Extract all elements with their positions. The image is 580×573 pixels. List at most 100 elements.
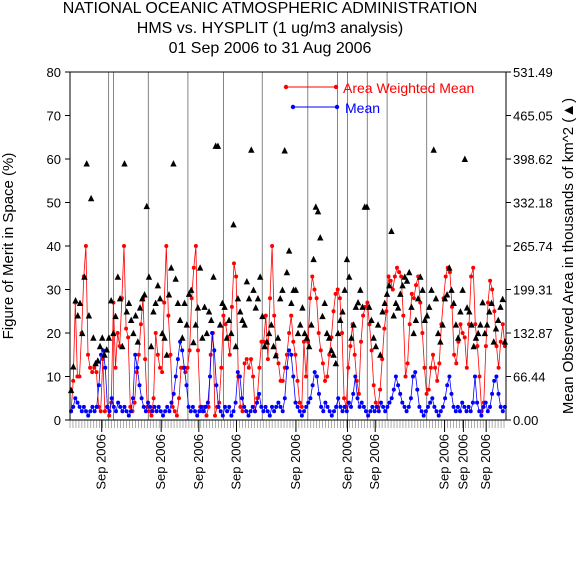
area-triangle-point	[274, 334, 282, 341]
data-point	[90, 404, 95, 409]
chart-title: NATIONAL OCEANIC ATMOSPHERIC ADMINISTRAT…	[63, 0, 478, 57]
data-point	[366, 413, 371, 418]
data-point	[141, 404, 146, 409]
data-point	[496, 391, 501, 396]
data-point	[406, 404, 411, 409]
data-point	[77, 374, 82, 379]
data-point	[143, 409, 148, 414]
data-point	[498, 404, 503, 409]
area-triangle-point	[234, 295, 242, 302]
data-point	[223, 322, 228, 327]
data-point	[265, 409, 270, 414]
area-triangle-point	[154, 281, 162, 289]
data-point	[274, 404, 279, 409]
data-point	[196, 348, 200, 353]
data-point	[398, 391, 403, 396]
data-point	[310, 383, 315, 388]
area-triangle-point	[208, 316, 215, 324]
data-point	[171, 391, 176, 396]
data-point	[490, 287, 495, 292]
data-point	[244, 357, 249, 362]
data-point	[357, 404, 362, 409]
data-point	[158, 365, 162, 370]
data-point	[177, 396, 181, 401]
data-point	[441, 404, 445, 409]
area-triangle-point	[221, 303, 228, 310]
data-point	[94, 370, 99, 375]
data-point	[436, 413, 441, 418]
data-point	[314, 374, 319, 379]
x-tick-label: Sep 2006	[339, 434, 354, 490]
area-triangle-point	[454, 334, 462, 341]
data-point	[111, 404, 116, 409]
area-triangle-point	[134, 338, 142, 345]
data-point	[131, 396, 135, 401]
area-triangle-point	[354, 298, 362, 306]
area-triangle-point	[321, 299, 328, 306]
data-point	[197, 409, 202, 414]
area-triangle-point	[241, 321, 248, 328]
data-point	[96, 383, 101, 388]
data-point	[155, 352, 160, 357]
x-tick-label: Sep 2006	[478, 434, 493, 490]
area-triangle-point	[379, 308, 386, 315]
area-triangle-point	[121, 160, 128, 167]
area-triangle-point	[463, 304, 471, 311]
data-point	[135, 365, 140, 370]
data-point	[458, 409, 462, 414]
area-triangle-point	[79, 329, 86, 337]
area-triangle-point	[252, 304, 259, 311]
data-point	[109, 396, 114, 401]
area-triangle-point	[170, 160, 177, 167]
data-point	[438, 409, 443, 414]
data-point	[340, 331, 344, 335]
y2-axis-label: Mean Observed Area in thousands of km^2 …	[560, 98, 577, 414]
data-point	[249, 357, 253, 362]
data-point	[312, 287, 317, 292]
data-point	[293, 352, 298, 357]
area-triangle-point	[439, 321, 446, 328]
data-point	[368, 409, 373, 414]
area-triangle-point	[430, 146, 437, 153]
area-triangle-point	[486, 308, 493, 315]
data-point	[408, 396, 413, 401]
data-point	[365, 300, 370, 305]
area-triangle-point	[472, 334, 480, 341]
data-point	[195, 413, 200, 418]
data-point	[261, 409, 266, 414]
data-point	[240, 396, 244, 401]
data-point	[351, 391, 356, 396]
data-point	[299, 413, 304, 418]
area-triangle-point	[179, 334, 186, 341]
data-point	[212, 348, 217, 353]
data-point	[124, 326, 129, 331]
data-point	[388, 278, 393, 283]
data-point	[161, 413, 165, 418]
data-point	[494, 374, 499, 379]
data-point	[431, 352, 435, 357]
legend-item-mean: Mean	[290, 100, 380, 116]
data-point	[184, 383, 189, 388]
area-triangle-point	[495, 316, 502, 324]
data-point	[287, 331, 292, 335]
data-point	[466, 404, 471, 409]
data-point	[413, 370, 418, 375]
data-point	[355, 396, 360, 401]
data-point	[396, 383, 401, 388]
data-point	[400, 400, 405, 405]
data-point	[193, 244, 198, 248]
area-triangle-point	[281, 147, 288, 154]
data-point	[304, 404, 309, 409]
area-triangle-point	[459, 286, 466, 293]
area-triangle-point	[470, 342, 477, 350]
area-triangle-point	[345, 273, 353, 280]
data-point	[316, 331, 321, 335]
area-triangle-point	[232, 342, 239, 350]
data-point	[485, 409, 490, 414]
data-point	[488, 278, 493, 283]
data-point	[154, 409, 159, 414]
data-point	[344, 409, 349, 414]
data-point	[263, 404, 268, 409]
data-point	[494, 344, 499, 349]
data-point	[420, 331, 425, 335]
